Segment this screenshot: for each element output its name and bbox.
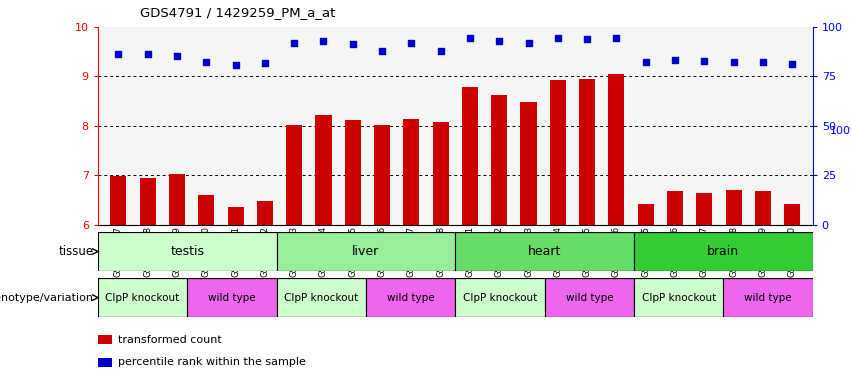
Bar xyxy=(286,125,302,225)
Bar xyxy=(784,204,800,225)
Text: GDS4791 / 1429259_PM_a_at: GDS4791 / 1429259_PM_a_at xyxy=(140,6,336,19)
Text: genotype/variation: genotype/variation xyxy=(0,293,94,303)
Point xyxy=(698,58,711,65)
Bar xyxy=(726,190,742,225)
Text: wild type: wild type xyxy=(566,293,613,303)
Bar xyxy=(608,74,625,225)
Point xyxy=(580,36,594,42)
Bar xyxy=(227,207,243,225)
Bar xyxy=(366,278,455,317)
Bar xyxy=(111,176,127,225)
Point xyxy=(785,61,799,67)
Bar xyxy=(521,102,537,225)
Point xyxy=(141,51,155,57)
Text: liver: liver xyxy=(352,245,380,258)
Point xyxy=(346,41,360,47)
Point xyxy=(551,35,564,41)
Bar xyxy=(98,358,112,367)
Bar xyxy=(98,278,187,317)
Text: heart: heart xyxy=(528,245,562,258)
Point xyxy=(258,60,271,66)
Point xyxy=(727,60,740,66)
Text: wild type: wild type xyxy=(208,293,255,303)
Text: wild type: wild type xyxy=(745,293,791,303)
Point xyxy=(434,48,448,54)
Bar xyxy=(140,178,156,225)
Bar xyxy=(637,204,654,225)
Bar xyxy=(316,115,332,225)
Bar xyxy=(198,195,214,225)
Bar xyxy=(277,232,455,271)
Bar xyxy=(696,192,712,225)
Point xyxy=(463,35,477,41)
Text: ClpP knockout: ClpP knockout xyxy=(463,293,537,303)
Bar xyxy=(187,278,277,317)
Bar xyxy=(667,191,683,225)
Bar xyxy=(545,278,634,317)
Bar xyxy=(98,232,277,271)
Text: percentile rank within the sample: percentile rank within the sample xyxy=(117,358,306,367)
Bar xyxy=(723,278,813,317)
Point xyxy=(609,35,623,41)
Point xyxy=(170,53,184,59)
Point xyxy=(199,60,213,66)
Bar xyxy=(168,174,185,225)
Bar xyxy=(634,278,723,317)
Text: brain: brain xyxy=(707,245,740,258)
Text: transformed count: transformed count xyxy=(117,334,221,344)
Bar xyxy=(455,278,545,317)
Bar xyxy=(462,87,478,225)
Text: ClpP knockout: ClpP knockout xyxy=(284,293,358,303)
Text: ClpP knockout: ClpP knockout xyxy=(642,293,716,303)
Text: ClpP knockout: ClpP knockout xyxy=(106,293,180,303)
Bar xyxy=(277,278,366,317)
Point xyxy=(288,40,301,46)
Point xyxy=(404,40,418,46)
Bar xyxy=(455,232,634,271)
Bar xyxy=(98,335,112,344)
Point xyxy=(668,58,682,64)
Point xyxy=(375,48,389,54)
Point xyxy=(493,38,506,44)
Bar xyxy=(550,80,566,225)
Point xyxy=(756,60,769,66)
Bar xyxy=(579,79,595,225)
Text: wild type: wild type xyxy=(387,293,434,303)
Point xyxy=(229,62,243,68)
Point xyxy=(111,51,125,57)
Text: testis: testis xyxy=(170,245,204,258)
Bar xyxy=(374,125,390,225)
Bar xyxy=(345,120,361,225)
Bar xyxy=(432,122,448,225)
Y-axis label: 100%: 100% xyxy=(830,126,851,136)
Bar xyxy=(257,201,273,225)
Bar xyxy=(755,191,771,225)
Bar xyxy=(491,95,507,225)
Point xyxy=(317,38,330,44)
Bar xyxy=(634,232,813,271)
Point xyxy=(639,60,653,66)
Text: tissue: tissue xyxy=(59,245,94,258)
Point xyxy=(522,40,535,46)
Bar xyxy=(403,119,420,225)
